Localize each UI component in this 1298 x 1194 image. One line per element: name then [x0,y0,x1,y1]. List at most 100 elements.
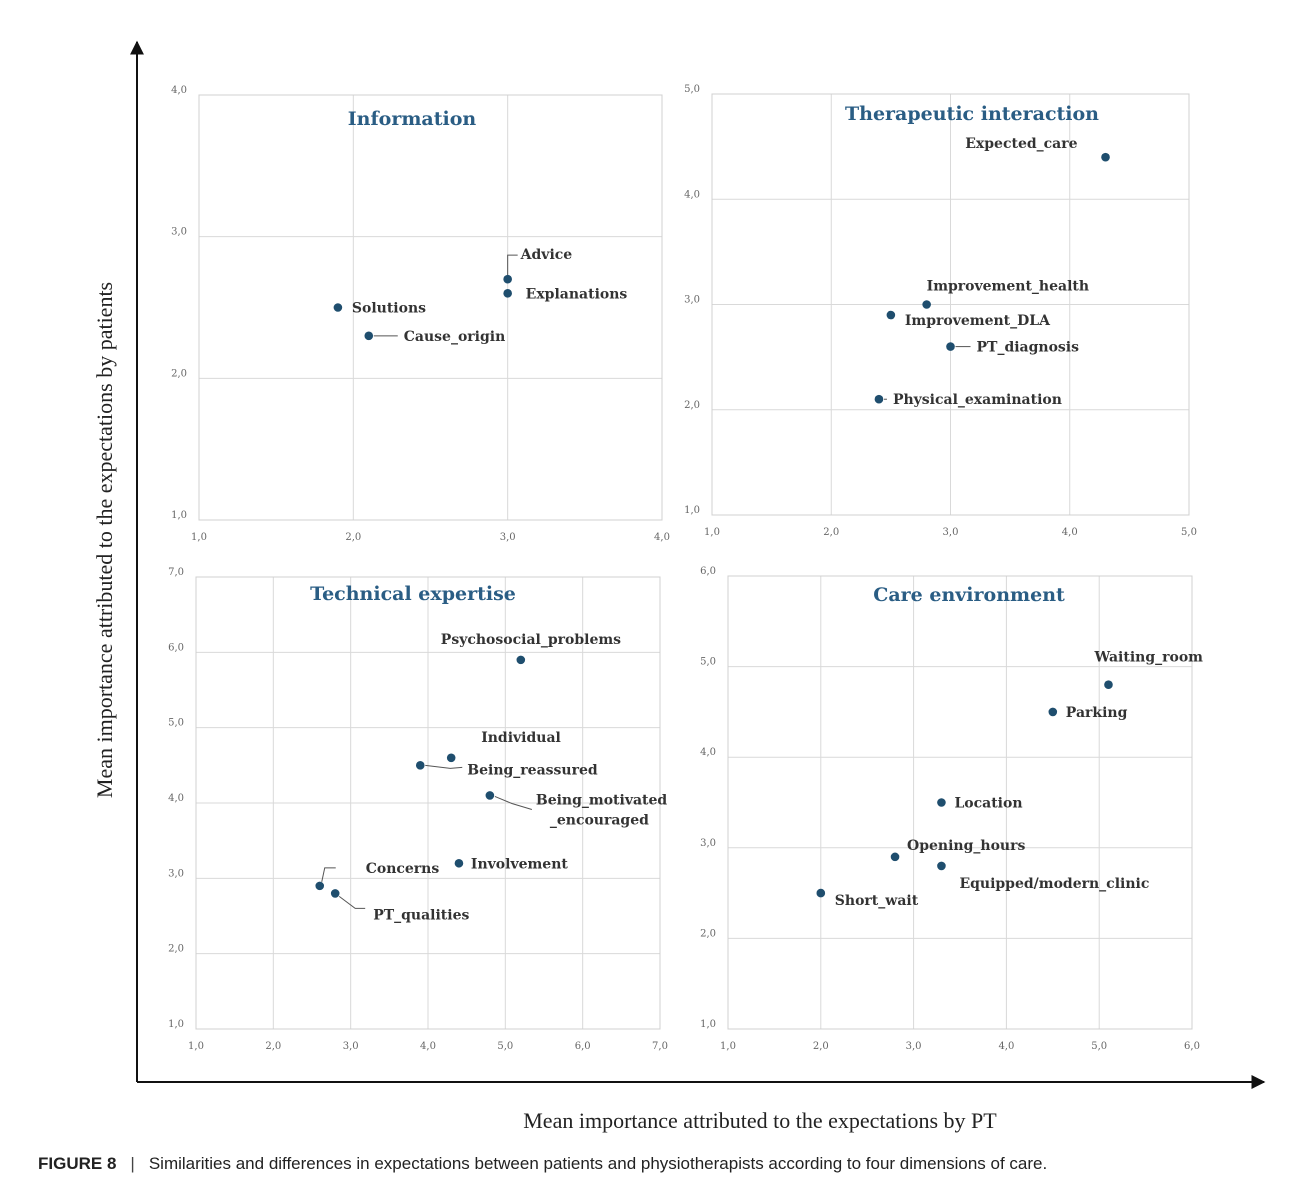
data-point [503,274,512,284]
y-tick-label: 1,0 [700,1019,716,1030]
point-label: Advice [520,247,573,263]
x-tick-label: 1,0 [191,532,207,543]
data-point [946,342,955,351]
x-tick-label: 3,0 [943,527,959,538]
point-label: Explanations [526,286,628,302]
caption-label: FIGURE 8 [38,1154,117,1173]
data-point [1104,680,1113,690]
caption-text: Similarities and differences in expectat… [148,1154,1048,1173]
point-label: Improvement_health [927,279,1089,295]
x-tick-label: 7,0 [652,1041,668,1052]
panel-title: Therapeutic interaction [845,103,1099,125]
point-label: Waiting_room [1093,650,1203,666]
plot-frame [198,94,663,521]
point-label: Physical_examination [893,392,1062,408]
data-point [1048,707,1058,717]
data-point [886,310,896,320]
label-leader [321,867,336,882]
data-point [937,861,946,871]
point-label: Involvement [471,856,568,872]
data-point [364,331,374,341]
y-tick-label: 3,0 [168,868,184,879]
x-tick-label: 3,0 [343,1041,359,1052]
y-tick-label: 5,0 [168,718,184,729]
data-point [503,289,512,298]
x-tick-label: 4,0 [998,1041,1014,1052]
y-tick-label: 5,0 [700,657,716,668]
x-tick-label: 4,0 [654,532,670,543]
y-tick-label: 6,0 [700,566,716,577]
x-tick-label: 5,0 [497,1041,513,1052]
data-point [816,888,826,898]
point-label: Equipped/modern_clinic [959,876,1149,892]
plot-frame [195,576,661,1030]
panel-title: Information [348,108,477,130]
y-tick-label: 2,0 [700,928,716,939]
data-point [454,858,464,868]
point-label: Parking [1066,705,1128,721]
x-tick-label: 2,0 [813,1041,829,1052]
y-tick-label: 4,0 [171,85,187,96]
x-tick-label: 6,0 [1184,1041,1200,1052]
point-label: Psychosocial_problems [441,632,621,648]
data-point [874,394,884,404]
point-label: Being_motivated [536,792,668,808]
x-tick-label: 4,0 [1062,527,1078,538]
y-tick-label: 1,0 [684,505,700,516]
caption-separator: | [130,1154,135,1173]
data-point [446,753,456,763]
x-tick-label: 1,0 [704,527,720,538]
x-tick-label: 2,0 [345,532,361,543]
point-label: Individual [481,730,561,746]
x-tick-label: 3,0 [906,1041,922,1052]
data-point [1101,152,1110,162]
data-point [516,655,526,665]
y-tick-label: 5,0 [684,84,700,95]
y-tick-label: 6,0 [168,642,184,653]
x-axis-title: Mean importance attributed to the expect… [523,1108,997,1133]
panel-4: 1,0 2,0 3,0 4,0 5,0 6,0 1,0 2,0 3,0 4,0 5,0 6,0 Care… [700,566,1203,1052]
x-tick-label: 5,0 [1181,527,1197,538]
x-tick-label: 1,0 [720,1041,736,1052]
point-label-continuation: _encouraged [550,812,649,828]
x-tick-label: 3,0 [500,532,516,543]
label-leader [425,764,463,769]
y-tick-label: 2,0 [171,368,187,379]
x-tick-label: 1,0 [188,1041,204,1052]
y-axis-title: Mean importance attributed to the expect… [92,282,117,798]
label-leader [338,896,366,909]
data-point [330,889,340,898]
data-point [922,300,931,309]
point-label: Solutions [352,301,426,317]
point-label: Location [954,796,1022,812]
data-point [485,791,495,800]
panel-title: Care environment [873,584,1065,606]
point-label: Opening_hours [907,838,1025,854]
x-tick-label: 4,0 [420,1041,436,1052]
label-leader [494,796,533,810]
x-tick-label: 2,0 [265,1041,281,1052]
figure-caption: FIGURE 8 | Similarities and differences in… [38,1154,1278,1174]
figure-canvas: Mean importance attributed to the expect… [92,40,1266,1133]
y-tick-label: 4,0 [700,747,716,758]
panel-2: 1,0 2,0 3,0 4,0 5,0 1,0 2,0 3,0 4,0 5,0 Therapeuti… [684,84,1197,538]
y-tick-label: 4,0 [168,793,184,804]
data-point [315,881,325,891]
y-tick-label: 1,0 [171,510,187,521]
x-tick-label: 5,0 [1091,1041,1107,1052]
label-leader [507,254,518,276]
data-point [333,303,343,312]
panel-3: 1,0 2,0 3,0 4,0 5,0 6,0 7,0 1,0 2,0 3,0 4,0 5,0 6,0 7… [168,567,668,1052]
point-label: Concerns [366,861,440,877]
y-tick-label: 2,0 [168,944,184,955]
data-point [890,852,900,862]
y-tick-label: 7,0 [168,567,184,578]
point-label: PT_diagnosis [977,340,1080,356]
data-point [415,761,425,770]
point-label: Being_reassured [467,762,598,778]
y-tick-label: 3,0 [171,227,187,238]
panel-title: Technical expertise [310,583,516,605]
point-label: Short_wait [835,893,919,909]
point-label: Cause_origin [404,329,506,345]
y-tick-label: 3,0 [700,838,716,849]
